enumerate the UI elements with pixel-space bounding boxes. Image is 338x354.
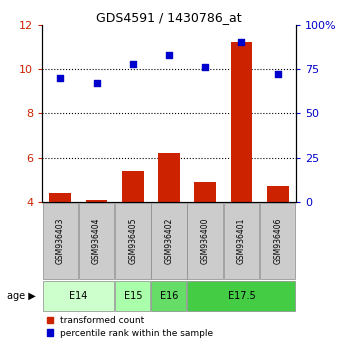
Bar [79,202,114,279]
Text: age ▶: age ▶ [7,291,35,301]
Bar [188,202,223,279]
Point [275,72,280,77]
Bar [260,202,295,279]
Bar [122,171,144,202]
Text: GSM936402: GSM936402 [165,217,173,264]
Bar [231,42,252,202]
Legend: transformed count, percentile rank within the sample: transformed count, percentile rank withi… [47,316,213,338]
Bar [86,200,107,202]
Bar [267,186,289,202]
Point [166,52,172,58]
Text: E16: E16 [160,291,178,301]
Text: E15: E15 [123,291,142,301]
Bar [158,153,180,202]
Title: GDS4591 / 1430786_at: GDS4591 / 1430786_at [96,11,242,24]
Point [130,61,136,67]
Text: GSM936403: GSM936403 [56,217,65,264]
Text: E17.5: E17.5 [227,291,255,301]
Text: E14: E14 [69,291,88,301]
Text: GSM936400: GSM936400 [201,217,210,264]
Bar [49,193,71,202]
Text: GSM936401: GSM936401 [237,217,246,264]
Bar [151,202,187,279]
Point [202,64,208,70]
Bar [115,281,150,310]
Text: GSM936406: GSM936406 [273,217,282,264]
Text: GSM936405: GSM936405 [128,217,137,264]
Bar [188,281,295,310]
Point [58,75,63,81]
Bar [151,281,186,310]
Point [94,80,99,86]
Bar [194,182,216,202]
Bar [43,202,78,279]
Text: GSM936404: GSM936404 [92,217,101,264]
Point [239,40,244,45]
Bar [115,202,150,279]
Bar [224,202,259,279]
Bar [43,281,114,310]
